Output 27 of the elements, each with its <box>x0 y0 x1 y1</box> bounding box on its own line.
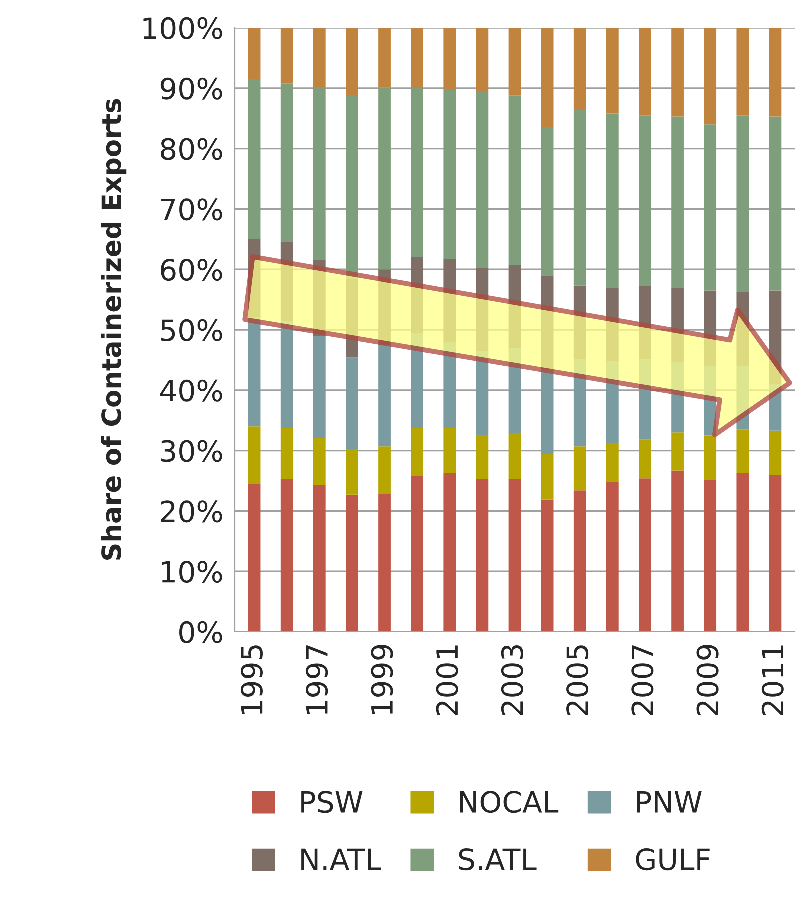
y-tick-label: 60% <box>161 259 222 282</box>
legend-label: N.ATL <box>302 848 382 870</box>
y-axis-title: Share of Containerized Exports <box>101 99 127 560</box>
y-tick-label: 100% <box>144 17 222 40</box>
y-tick-label: 50% <box>161 319 222 342</box>
x-tick-label: 1995 <box>240 646 263 714</box>
legend-label: S.ATL <box>459 848 537 871</box>
y-tick-label: 70% <box>161 198 222 221</box>
y-tick-label: 90% <box>160 78 222 100</box>
x-tick-label: 2007 <box>632 646 654 716</box>
y-tick-label: 80% <box>161 138 222 160</box>
x-tick-label: 2005 <box>566 646 589 716</box>
y-tick-label: 30% <box>161 440 222 462</box>
legend-label: PSW <box>302 791 363 814</box>
x-tick-label: 2009 <box>696 645 719 716</box>
x-tick-label: 2001 <box>436 646 458 716</box>
x-tick-label: 1997 <box>306 646 328 714</box>
y-tick-label: 20% <box>161 500 222 523</box>
y-tick-label: 10% <box>162 561 222 584</box>
legend-label: NOCAL <box>460 791 559 814</box>
x-tick-label: 1999 <box>371 645 394 714</box>
legend-label: PNW <box>637 791 702 813</box>
y-tick-label: 0% <box>180 621 222 644</box>
legend-label: GULF <box>636 848 710 871</box>
y-tick-label: 40% <box>160 380 222 402</box>
x-tick-label: 2011 <box>762 646 784 716</box>
x-tick-label: 2003 <box>501 645 524 716</box>
